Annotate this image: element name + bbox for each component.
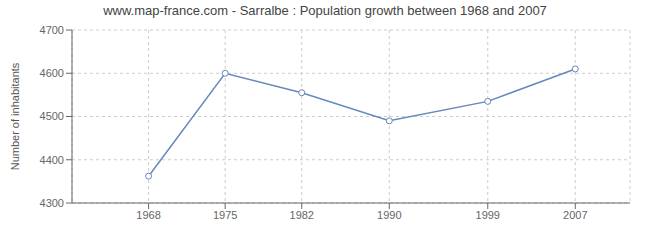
svg-text:4500: 4500 [40, 110, 64, 122]
svg-text:4700: 4700 [40, 24, 64, 36]
svg-text:1999: 1999 [476, 209, 500, 221]
svg-text:1968: 1968 [136, 209, 160, 221]
svg-text:1990: 1990 [377, 209, 401, 221]
svg-text:4300: 4300 [40, 197, 64, 209]
svg-text:Number of inhabitants: Number of inhabitants [9, 62, 21, 170]
html-text:www.map-france.com - Sarralbe: www.map-france.com - Sarralbe : Populati… [103, 3, 547, 18]
svg-text:2007: 2007 [563, 209, 587, 221]
svg-text:4600: 4600 [40, 67, 64, 79]
svg-text:4400: 4400 [40, 154, 64, 166]
svg-text:1975: 1975 [213, 209, 237, 221]
svg-text:1982: 1982 [290, 209, 314, 221]
